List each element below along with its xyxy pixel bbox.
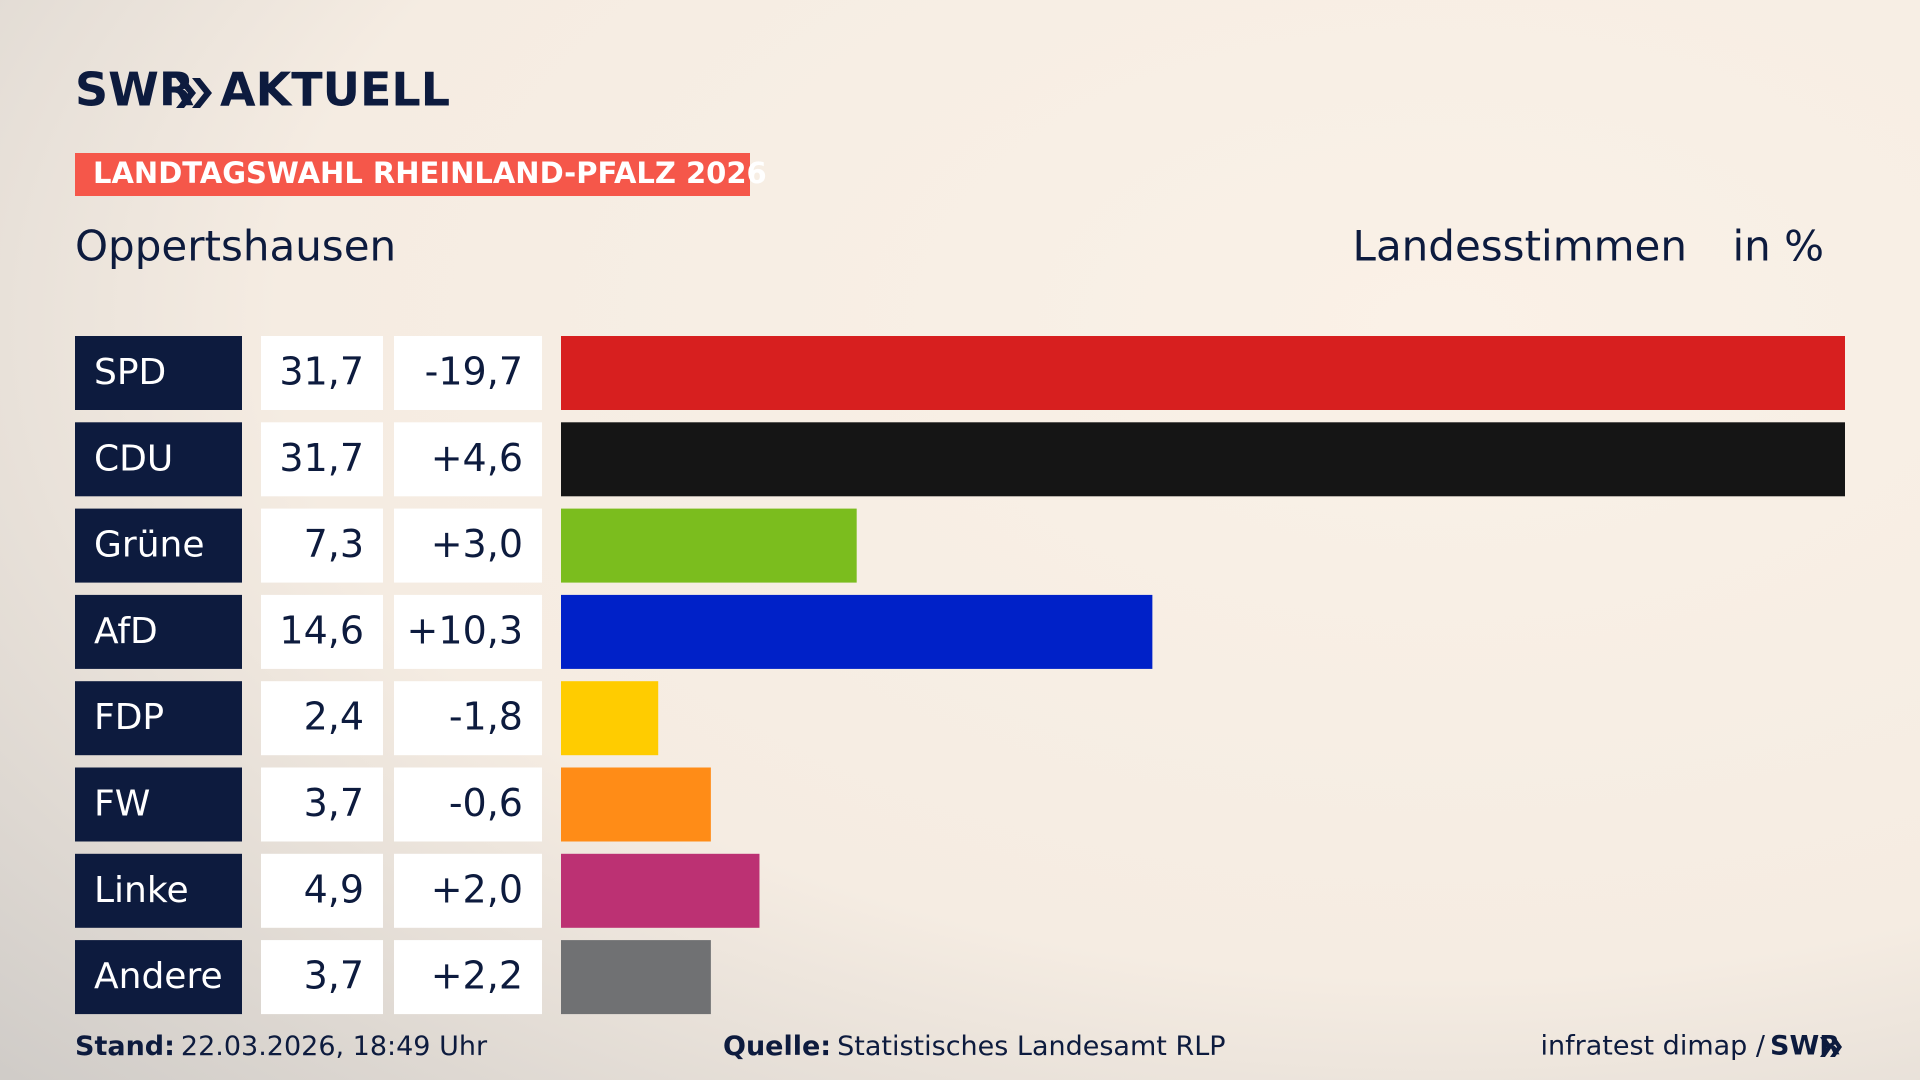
change-label: +2,0 [431,867,523,911]
date: 22.03.2026, 18:49 Uhr [181,1031,488,1062]
party-box [75,681,242,756]
change-label: -1,8 [449,695,523,739]
change-cell [394,767,542,842]
bar [561,681,659,756]
party-box [75,594,242,669]
bar [561,594,1153,669]
party-label: SPD [94,352,166,393]
footer-source: Quelle: Statistisches Landesamt RLP [723,1031,1226,1062]
footer-date: Stand: 22.03.2026, 18:49 Uhr [75,1031,488,1062]
party-box [75,336,242,410]
change-label: -0,6 [449,781,523,825]
kicker-box [75,153,750,196]
chart-title: Oppertshausen [75,222,396,271]
party-box [75,508,242,583]
party-label: FDP [94,697,164,738]
change-label: +2,2 [431,954,523,998]
source-label: Quelle: [723,1031,831,1062]
value-cell [261,508,383,583]
party-label: Grüne [94,525,204,566]
value-label: 7,3 [304,522,364,566]
value-label: 3,7 [304,781,364,825]
footer: Stand: 22.03.2026, 18:49 Uhr Quelle: Stati… [75,1031,1842,1062]
change-label: -19,7 [425,350,523,394]
change-cell [394,681,542,756]
bar [561,767,711,842]
value-cell [261,853,383,928]
value-label: 31,7 [279,350,364,394]
value-cell [261,767,383,842]
party-label: FW [94,784,150,825]
measure: Landesstimmen [1353,222,1687,271]
change-label: +3,0 [431,522,523,566]
value-label: 3,7 [304,954,364,998]
change-cell [394,940,542,1015]
bar [561,940,711,1015]
logo: SWR AKTUELL [75,63,450,117]
brand-arrows [176,78,212,108]
party-label: Linke [94,870,189,911]
change-label: +4,6 [431,436,523,480]
change-cell [394,422,542,497]
change-cell [394,336,542,410]
bar [561,853,760,928]
source: Statistisches Landesamt RLP [837,1031,1225,1062]
value-label: 4,9 [304,867,364,911]
party-box [75,422,242,497]
party-label: Andere [94,956,223,997]
change-label: +10,3 [407,608,523,652]
credit: infratest dimap / [1540,1031,1765,1062]
value-cell [261,422,383,497]
party-box [75,940,242,1015]
change-cell [394,594,542,669]
value-cell [261,681,383,756]
change-cell [394,508,542,583]
brand-product: AKTUELL [220,63,450,117]
value-cell [261,940,383,1015]
value-cell [261,594,383,669]
credit-arrows [1820,1037,1842,1057]
bar [561,422,1845,497]
value-cell [261,336,383,410]
value-label: 2,4 [304,695,364,739]
value-label: 14,6 [279,608,364,652]
date-label: Stand: [75,1031,175,1062]
party-box [75,767,242,842]
brand: SWR [75,63,194,117]
party-label: CDU [94,438,173,479]
bar [561,336,1845,410]
party-label: AfD [94,611,158,652]
change-cell [394,853,542,928]
unit: in % [1732,222,1824,271]
bar [561,508,857,583]
value-label: 31,7 [279,436,364,480]
party-box [75,853,242,928]
kicker: LANDTAGSWAHL RHEINLAND-PFALZ 2026 [93,156,767,190]
